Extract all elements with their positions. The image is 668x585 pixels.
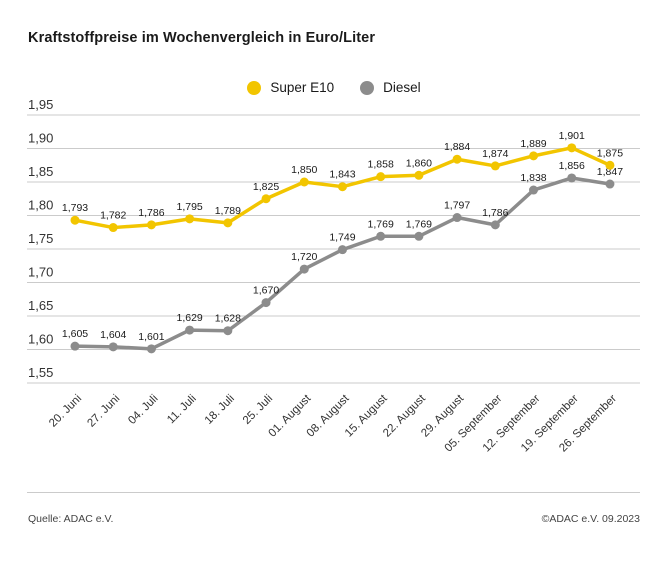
data-point-super-e10 [146, 220, 156, 230]
svg-text:1,769: 1,769 [406, 218, 432, 230]
fuel-price-line-chart: 1,95 1,90 1,85 1,80 1,75 1,70 1,65 1,60 1,55 20. … [27, 97, 640, 454]
legend-label-super-e10: Super E10 [270, 80, 335, 95]
legend-item-super-e10: Super E10 [247, 80, 334, 95]
data-point-diesel [337, 245, 347, 255]
y-axis-tick-labels: 1,95 1,90 1,85 1,80 1,75 1,70 1,65 1,60 1,55 [28, 97, 53, 380]
svg-text:1,749: 1,749 [329, 232, 355, 244]
data-point-super-e10 [376, 172, 386, 182]
data-point-diesel [223, 326, 233, 336]
svg-text:1,90: 1,90 [28, 131, 53, 146]
svg-text:1,70: 1,70 [28, 265, 53, 280]
data-point-diesel [108, 342, 118, 352]
svg-text:18. Juli: 18. Juli [203, 393, 237, 427]
x-axis-tick-labels: 20. Juni 27. Juni 04. Juli 11. Juli 18. Juli… [47, 392, 619, 454]
series-diesel: 1,605 1,604 1,601 1,629 1,628 1,670 1,720 1,749… [62, 160, 623, 354]
data-point-diesel [70, 341, 80, 351]
data-point-super-e10 [337, 182, 347, 192]
svg-text:1,901: 1,901 [559, 130, 585, 142]
svg-text:1,838: 1,838 [520, 172, 546, 184]
svg-text:1,65: 1,65 [28, 298, 53, 313]
svg-text:1,670: 1,670 [253, 285, 279, 297]
data-point-diesel [261, 298, 271, 308]
data-point-super-e10 [452, 154, 462, 164]
svg-text:04. Juli: 04. Juli [126, 393, 160, 427]
data-point-super-e10 [108, 223, 118, 233]
svg-text:1,889: 1,889 [520, 138, 546, 150]
data-point-diesel [414, 231, 424, 241]
data-point-super-e10 [567, 143, 577, 153]
svg-text:27. Juni: 27. Juni [85, 393, 122, 430]
data-point-super-e10 [605, 160, 615, 170]
svg-text:1,875: 1,875 [597, 147, 623, 159]
data-point-super-e10 [490, 161, 500, 171]
svg-text:1,601: 1,601 [138, 331, 164, 343]
svg-text:1,793: 1,793 [62, 202, 88, 214]
data-point-diesel [376, 231, 386, 241]
svg-text:1,604: 1,604 [100, 329, 126, 341]
svg-text:1,858: 1,858 [368, 159, 394, 171]
svg-text:25. Juli: 25. Juli [241, 393, 275, 427]
legend-item-diesel: Diesel [360, 80, 421, 95]
svg-text:1,850: 1,850 [291, 164, 317, 176]
svg-text:1,786: 1,786 [138, 207, 164, 219]
data-point-diesel [185, 325, 195, 335]
super-e10-dot-icon [247, 80, 262, 95]
svg-text:1,825: 1,825 [253, 181, 279, 193]
svg-text:20. Juni: 20. Juni [47, 393, 84, 430]
svg-text:1,874: 1,874 [482, 148, 508, 160]
series-super-e10: 1,793 1,782 1,786 1,795 1,789 1,825 1,850 1,843… [62, 130, 623, 233]
svg-text:1,847: 1,847 [597, 166, 623, 178]
footer-divider [27, 492, 640, 493]
footer-source: Quelle: ADAC e.V. [28, 513, 114, 525]
svg-text:1,80: 1,80 [28, 198, 53, 213]
svg-text:1,843: 1,843 [329, 169, 355, 181]
svg-text:1,55: 1,55 [28, 365, 53, 380]
data-point-super-e10 [185, 214, 195, 224]
data-point-diesel [299, 264, 309, 274]
chart-title: Kraftstoffpreise im Wochenvergleich in E… [28, 30, 376, 46]
data-point-diesel [452, 213, 462, 223]
svg-text:1,629: 1,629 [176, 312, 202, 324]
data-labels-super-e10: 1,793 1,782 1,786 1,795 1,789 1,825 1,850 1,843… [62, 130, 623, 222]
gridlines [27, 114, 640, 384]
data-point-diesel [529, 185, 539, 195]
svg-text:1,856: 1,856 [559, 160, 585, 172]
chart-legend: Super E10 Diesel [0, 80, 668, 95]
svg-text:1,795: 1,795 [176, 201, 202, 213]
svg-text:1,60: 1,60 [28, 332, 53, 347]
data-labels-diesel: 1,605 1,604 1,601 1,629 1,628 1,670 1,720 1,749… [62, 160, 623, 343]
svg-text:1,782: 1,782 [100, 210, 126, 222]
data-point-super-e10 [299, 177, 309, 187]
legend-label-diesel: Diesel [383, 80, 421, 95]
diesel-dot-icon [360, 80, 375, 95]
data-point-super-e10 [70, 215, 80, 225]
svg-text:1,860: 1,860 [406, 157, 432, 169]
svg-text:1,769: 1,769 [368, 218, 394, 230]
data-point-super-e10 [261, 194, 271, 204]
svg-text:1,95: 1,95 [28, 97, 53, 112]
svg-text:1,797: 1,797 [444, 200, 470, 212]
data-point-super-e10 [529, 151, 539, 161]
svg-text:1,75: 1,75 [28, 231, 53, 246]
data-point-super-e10 [414, 170, 424, 180]
svg-text:1,605: 1,605 [62, 328, 88, 340]
svg-text:1,884: 1,884 [444, 141, 470, 153]
svg-text:1,720: 1,720 [291, 251, 317, 263]
data-point-diesel [605, 179, 615, 189]
svg-text:1,85: 1,85 [28, 164, 53, 179]
data-point-diesel [146, 344, 156, 354]
data-point-super-e10 [223, 218, 233, 228]
svg-text:1,789: 1,789 [215, 205, 241, 217]
svg-text:1,628: 1,628 [215, 313, 241, 325]
footer-copyright: ©ADAC e.V. 09.2023 [541, 513, 640, 525]
svg-text:1,786: 1,786 [482, 207, 508, 219]
svg-text:11. Juli: 11. Juli [165, 393, 199, 427]
data-point-diesel [567, 173, 577, 183]
data-point-diesel [490, 220, 500, 230]
